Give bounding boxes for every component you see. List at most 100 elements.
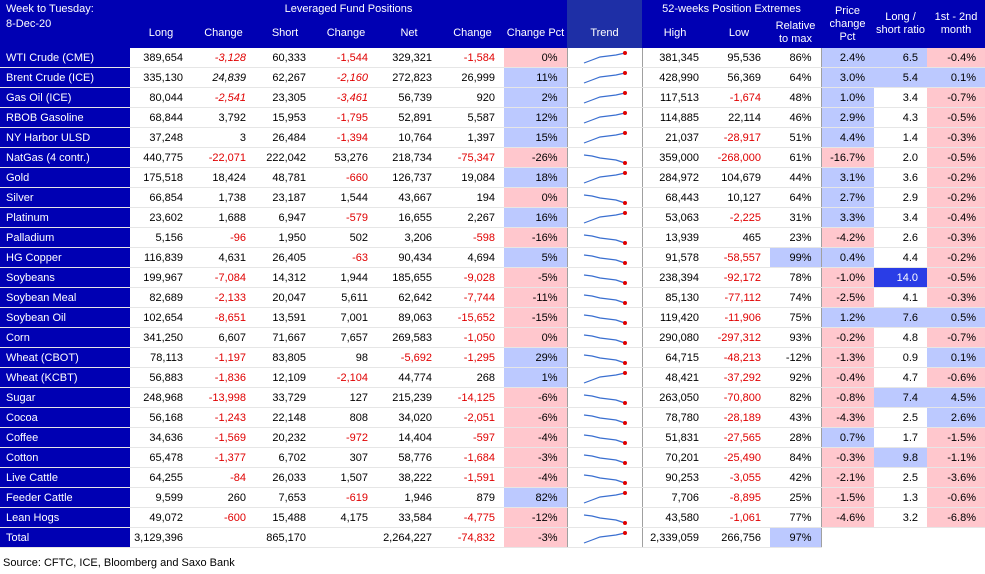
low-cell: -48,213 xyxy=(708,347,770,368)
low-cell: -2,225 xyxy=(708,207,770,228)
sparkline-last-point xyxy=(622,420,627,425)
change-long-cell: 6,607 xyxy=(192,327,255,348)
sparkline-chart xyxy=(583,530,627,544)
change-pct-cell: 16% xyxy=(504,207,568,228)
sparkline-last-point xyxy=(622,520,627,525)
commodity-name: NY Harbor ULSD xyxy=(0,127,130,148)
table-row: Feeder Cattle 9,599 260 7,653 -619 1,946 879 82… xyxy=(0,487,985,508)
change-pct-cell: 1% xyxy=(504,367,568,388)
high-cell: 51,831 xyxy=(642,427,708,448)
net-cell: 215,239 xyxy=(377,387,441,408)
change-short-cell: 127 xyxy=(315,387,377,408)
change-net-cell: 268 xyxy=(441,367,504,388)
change-short-cell: -3,461 xyxy=(315,87,377,108)
table-row: Soybeans 199,967 -7,084 14,312 1,944 185,655-… xyxy=(0,267,985,288)
low-cell: -1,674 xyxy=(708,87,770,108)
price-change-cell: 1.0% xyxy=(821,87,874,108)
long-cell: 9,599 xyxy=(130,487,192,508)
table-row: Soybean Oil 102,654 -8,651 13,591 7,001 89,06… xyxy=(0,307,985,328)
short-cell: 26,484 xyxy=(255,127,315,148)
long-cell: 49,072 xyxy=(130,507,192,528)
change-pct-cell: 15% xyxy=(504,127,568,148)
report-date: 8-Dec-20 xyxy=(0,18,130,48)
relative-max-cell: 78% xyxy=(770,267,822,288)
high-cell: 43,580 xyxy=(642,507,708,528)
price-change-cell: 4.4% xyxy=(821,127,874,148)
low-cell: -1,061 xyxy=(708,507,770,528)
change-net-cell: 879 xyxy=(441,487,504,508)
high-cell: 114,885 xyxy=(642,107,708,128)
change-net-cell: 4,694 xyxy=(441,247,504,268)
commodity-name: Lean Hogs xyxy=(0,507,130,528)
long-cell: 389,654 xyxy=(130,48,192,68)
change-long-cell: -3,128 xyxy=(192,48,255,68)
trend-sparkline xyxy=(567,107,643,128)
change-pct-cell: -3% xyxy=(504,527,568,548)
low-cell: -27,565 xyxy=(708,427,770,448)
long-short-ratio-cell: 2.9 xyxy=(874,187,927,208)
sparkline-chart xyxy=(583,370,627,384)
short-cell: 1,950 xyxy=(255,227,315,248)
sparkline-last-point xyxy=(622,50,627,55)
trend-sparkline xyxy=(567,407,643,428)
table-row: Gold 175,518 18,424 48,781 -660 126,737 19,084… xyxy=(0,167,985,188)
sparkline-line xyxy=(583,371,625,384)
commodity-name: Soybeans xyxy=(0,267,130,288)
short-cell: 20,232 xyxy=(255,427,315,448)
high-cell: 68,443 xyxy=(642,187,708,208)
change-long-cell: 3,792 xyxy=(192,107,255,128)
trend-sparkline xyxy=(567,48,643,68)
change-long-cell: -7,084 xyxy=(192,267,255,288)
trend-sparkline xyxy=(567,87,643,108)
short-cell: 15,953 xyxy=(255,107,315,128)
change-pct-cell: -16% xyxy=(504,227,568,248)
sparkline-chart xyxy=(583,313,627,325)
long-cell: 199,967 xyxy=(130,267,192,288)
sparkline-line xyxy=(583,473,625,484)
commodity-name: Soybean Meal xyxy=(0,287,130,308)
table-row: Soybean Meal 82,689 -2,133 20,047 5,611 62,64… xyxy=(0,287,985,308)
sparkline-chart xyxy=(583,433,627,445)
month-spread-cell: -1.5% xyxy=(927,427,985,448)
sparkline-chart xyxy=(583,333,627,345)
long-short-ratio-cell: 7.4 xyxy=(874,387,927,408)
trend-sparkline xyxy=(567,387,643,408)
sparkline-last-point xyxy=(622,400,627,405)
long-short-header: Long / short ratio xyxy=(874,0,927,48)
trend-sparkline xyxy=(567,447,643,468)
table-row: Sugar 248,968 -13,998 33,729 127 215,239 -14,1… xyxy=(0,387,985,408)
change-net-cell: -7,744 xyxy=(441,287,504,308)
sparkline-line xyxy=(583,111,625,124)
relative-max-cell: 82% xyxy=(770,387,822,408)
sparkline-line xyxy=(583,253,625,264)
net-cell: 272,823 xyxy=(377,67,441,88)
month-spread-cell: -0.2% xyxy=(927,247,985,268)
trend-sparkline xyxy=(567,147,643,168)
col-net: Net xyxy=(377,18,441,48)
table-row: RBOB Gasoline 68,844 3,792 15,953 -1,795 52,8… xyxy=(0,107,985,128)
sparkline-chart xyxy=(583,110,627,124)
table-row: Gas Oil (ICE) 80,044 -2,541 23,305 -3,461 56,… xyxy=(0,87,985,108)
short-cell: 26,033 xyxy=(255,467,315,488)
long-short-ratio-cell: 6.5 xyxy=(874,48,927,68)
price-change-cell: -1.3% xyxy=(821,347,874,368)
short-cell: 6,947 xyxy=(255,207,315,228)
month-spread-cell: -0.3% xyxy=(927,227,985,248)
price-change-cell: 3.0% xyxy=(821,67,874,88)
month-spread-cell: -0.3% xyxy=(927,287,985,308)
trend-sparkline xyxy=(567,487,643,508)
change-long-cell: -96 xyxy=(192,227,255,248)
change-pct-cell: -4% xyxy=(504,467,568,488)
change-pct-cell: -4% xyxy=(504,427,568,448)
sparkline-last-point xyxy=(622,490,627,495)
net-cell: 38,222 xyxy=(377,467,441,488)
sparkline-last-point xyxy=(622,200,627,205)
sparkline-line xyxy=(583,513,625,524)
change-long-cell: 24,839 xyxy=(192,67,255,88)
relative-max-cell: 64% xyxy=(770,67,822,88)
price-change-cell: -0.2% xyxy=(821,327,874,348)
change-pct-cell: 0% xyxy=(504,48,568,68)
change-net-cell: 194 xyxy=(441,187,504,208)
long-cell: 82,689 xyxy=(130,287,192,308)
relative-max-cell: 74% xyxy=(770,287,822,308)
